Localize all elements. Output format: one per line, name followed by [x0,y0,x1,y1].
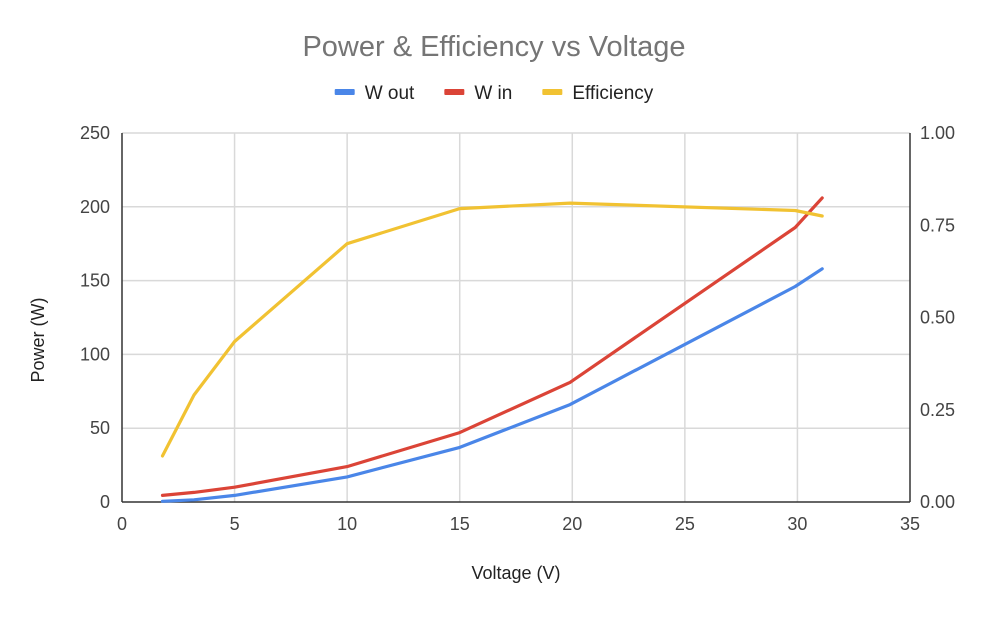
x-tick-label: 30 [787,514,807,534]
y-tick-label: 200 [80,197,110,217]
series-line-w-out [160,267,824,503]
legend-label-w-in: W in [474,83,512,104]
legend-label-efficiency: Efficiency [572,83,653,104]
y2-tick-label: 0.00 [920,492,955,512]
y2-tick-label: 0.50 [920,308,955,328]
y2-tick-label: 1.00 [920,123,955,143]
chart-title: Power & Efficiency vs Voltage [302,31,685,63]
gridlines [122,132,910,502]
y-tick-label: 50 [90,418,110,438]
series-line-efficiency [160,201,824,458]
legend-swatch-w-out [334,89,355,95]
series-group [160,196,824,503]
legend-label-w-out: W out [365,83,415,104]
x-tick-label: 15 [450,514,470,534]
legend: W out W in Efficiency [334,83,654,104]
legend-swatch-efficiency [542,89,563,95]
x-tick-label: 35 [900,514,920,534]
y2-tick-label: 0.25 [920,400,955,420]
y-tick-label: 250 [80,123,110,143]
y-tick-label: 0 [100,492,110,512]
y2-tick-label: 0.75 [920,215,955,235]
legend-swatch-w-in [444,89,465,95]
tick-labels: 0 50 100 150 200 250 0.00 0.25 0.50 0.75 1.00 0 5 10 1… [80,123,955,534]
y-tick-label: 150 [80,271,110,291]
axes [121,133,911,503]
series-line-w-in [160,196,824,497]
y-axis-title: Power (W) [28,298,48,383]
x-tick-label: 20 [562,514,582,534]
y-tick-label: 100 [80,344,110,364]
x-tick-label: 25 [675,514,695,534]
x-tick-label: 10 [337,514,357,534]
x-tick-label: 5 [230,514,240,534]
x-axis-title: Voltage (V) [471,563,560,583]
x-tick-label: 0 [117,514,127,534]
